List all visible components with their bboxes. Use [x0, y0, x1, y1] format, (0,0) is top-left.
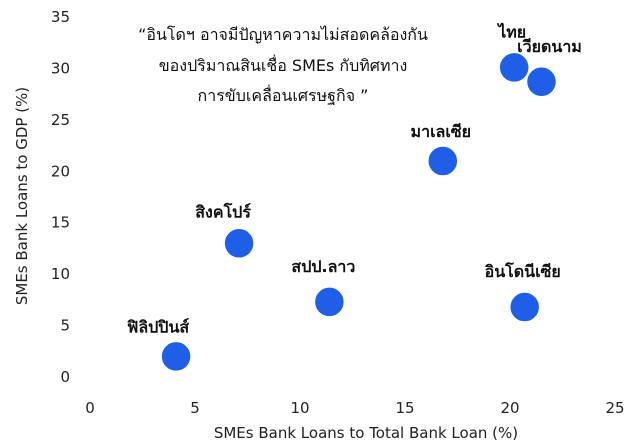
point-label: ไทย [496, 22, 526, 41]
x-tick-label: 5 [190, 399, 200, 417]
point-label: เวียดนาม [517, 37, 582, 56]
annotation-quote: “อินโดฯ อาจมีปัญหาความไม่สอดคล้องกัน ของ… [138, 25, 428, 105]
data-point [498, 51, 530, 84]
x-axis-ticks: 0 5 10 15 20 25 [85, 399, 624, 417]
point-label: สิงคโปร์ [195, 201, 251, 221]
x-tick-label: 15 [395, 399, 414, 417]
annotation-line-3: การขับเคลื่อนเศรษฐกิจ ” [198, 84, 369, 105]
point-label: มาเลเซีย [411, 122, 472, 141]
y-tick-label: 10 [51, 265, 70, 283]
y-tick-label: 0 [60, 368, 70, 386]
x-axis-title: SMEs Bank Loans to Total Bank Loan (%) [214, 424, 518, 442]
data-point [223, 227, 255, 260]
point-label: ฟิลิปปินส์ [126, 317, 189, 336]
data-point [160, 340, 192, 373]
x-tick-label: 0 [85, 399, 95, 417]
y-tick-label: 20 [51, 162, 70, 180]
y-axis-ticks: 0 5 10 15 20 25 30 35 [51, 8, 70, 386]
data-point [313, 286, 346, 318]
x-tick-label: 10 [290, 399, 309, 417]
y-tick-label: 30 [51, 59, 70, 77]
data-point [508, 291, 541, 323]
y-tick-label: 25 [51, 111, 70, 129]
data-points [160, 51, 558, 373]
x-tick-label: 25 [605, 399, 624, 417]
x-tick-label: 20 [500, 399, 519, 417]
data-point [525, 66, 558, 98]
y-tick-label: 35 [51, 8, 70, 26]
data-point [427, 145, 459, 177]
annotation-line-1: “อินโดฯ อาจมีปัญหาความไม่สอดคล้องกัน [138, 25, 428, 44]
point-label: สปป.ลาว [291, 257, 355, 276]
annotation-line-2: ของปริมาณสินเชื่อ SMEs กับทิศทาง [159, 54, 408, 75]
y-axis-title: SMEs Bank Loans to GDP (%) [13, 87, 31, 305]
y-tick-label: 5 [60, 317, 70, 335]
point-label: อินโดนีเซีย [484, 261, 561, 281]
y-tick-label: 15 [51, 214, 70, 232]
